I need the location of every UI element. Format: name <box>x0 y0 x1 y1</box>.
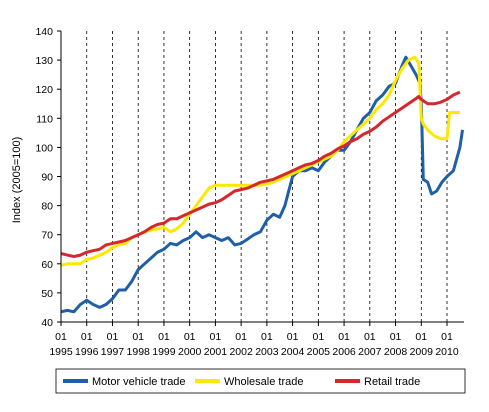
x-month-label-2003: 01 <box>261 331 273 343</box>
x-month-label-1999: 01 <box>158 331 170 343</box>
x-month-label-2006: 01 <box>338 331 350 343</box>
x-year-label-2007: 2007 <box>358 346 382 358</box>
y-tick-label-110: 110 <box>36 113 53 125</box>
y-tick-label-80: 80 <box>41 201 53 213</box>
x-month-label-2008: 01 <box>390 331 402 343</box>
y-tick-label-90: 90 <box>41 172 53 184</box>
x-month-label-1996: 01 <box>81 331 93 343</box>
y-tick-label-140: 140 <box>35 26 53 38</box>
x-month-label-2004: 01 <box>287 331 299 343</box>
x-month-label-2000: 01 <box>184 331 196 343</box>
x-year-label-1998: 1998 <box>127 346 151 358</box>
y-tick-label-60: 60 <box>41 259 53 271</box>
y-axis-title: Index (2005=100) <box>11 137 23 224</box>
x-month-label-1998: 01 <box>132 331 144 343</box>
y-tick-label-100: 100 <box>35 142 53 154</box>
legend-label-motor: Motor vehicle trade <box>92 376 186 388</box>
x-month-label-2002: 01 <box>235 331 247 343</box>
ticks-layer: 40 50 60 70 80 90 100 110 120 130 140 01 1995 01 1996 0… <box>35 26 458 358</box>
x-month-label-2007: 01 <box>364 331 376 343</box>
x-year-label-1999: 1999 <box>152 346 176 358</box>
x-month-label-2001: 01 <box>210 331 222 343</box>
axes-layer <box>60 31 464 323</box>
x-month-label-2009: 01 <box>415 331 427 343</box>
legend: Motor vehicle trade Wholesale trade Reta… <box>55 368 466 394</box>
x-year-label-2009: 2009 <box>410 346 434 358</box>
x-year-label-2000: 2000 <box>178 346 202 358</box>
series-line-wholesale <box>60 55 460 267</box>
y-tick-label-70: 70 <box>41 230 53 242</box>
y-tick-label-50: 50 <box>41 288 53 300</box>
series-line-motor <box>60 55 464 314</box>
y-tick-label-130: 130 <box>35 55 53 67</box>
series-layer <box>60 55 464 314</box>
legend-box <box>55 368 466 394</box>
x-year-label-2003: 2003 <box>255 346 279 358</box>
x-year-label-1997: 1997 <box>101 346 125 358</box>
y-tick-label-120: 120 <box>35 84 53 96</box>
y-tick-label-40: 40 <box>41 317 53 329</box>
grid-layer <box>86 31 448 322</box>
series-line-retail <box>60 90 461 258</box>
legend-label-wholesale: Wholesale trade <box>224 376 304 388</box>
x-year-label-2010: 2010 <box>435 346 459 358</box>
legend-label-retail: Retail trade <box>364 376 420 388</box>
x-month-label-2010: 01 <box>441 331 453 343</box>
x-year-label-2006: 2006 <box>332 346 356 358</box>
x-month-label-1995: 01 <box>55 331 67 343</box>
x-year-label-2004: 2004 <box>281 346 305 358</box>
x-year-label-2001: 2001 <box>204 346 228 358</box>
x-year-label-2008: 2008 <box>384 346 408 358</box>
x-year-label-2002: 2002 <box>229 346 253 358</box>
x-year-label-1995: 1995 <box>49 346 73 358</box>
x-month-label-1997: 01 <box>107 331 119 343</box>
x-year-label-1996: 1996 <box>75 346 99 358</box>
x-year-label-2005: 2005 <box>307 346 331 358</box>
x-month-label-2005: 01 <box>312 331 324 343</box>
